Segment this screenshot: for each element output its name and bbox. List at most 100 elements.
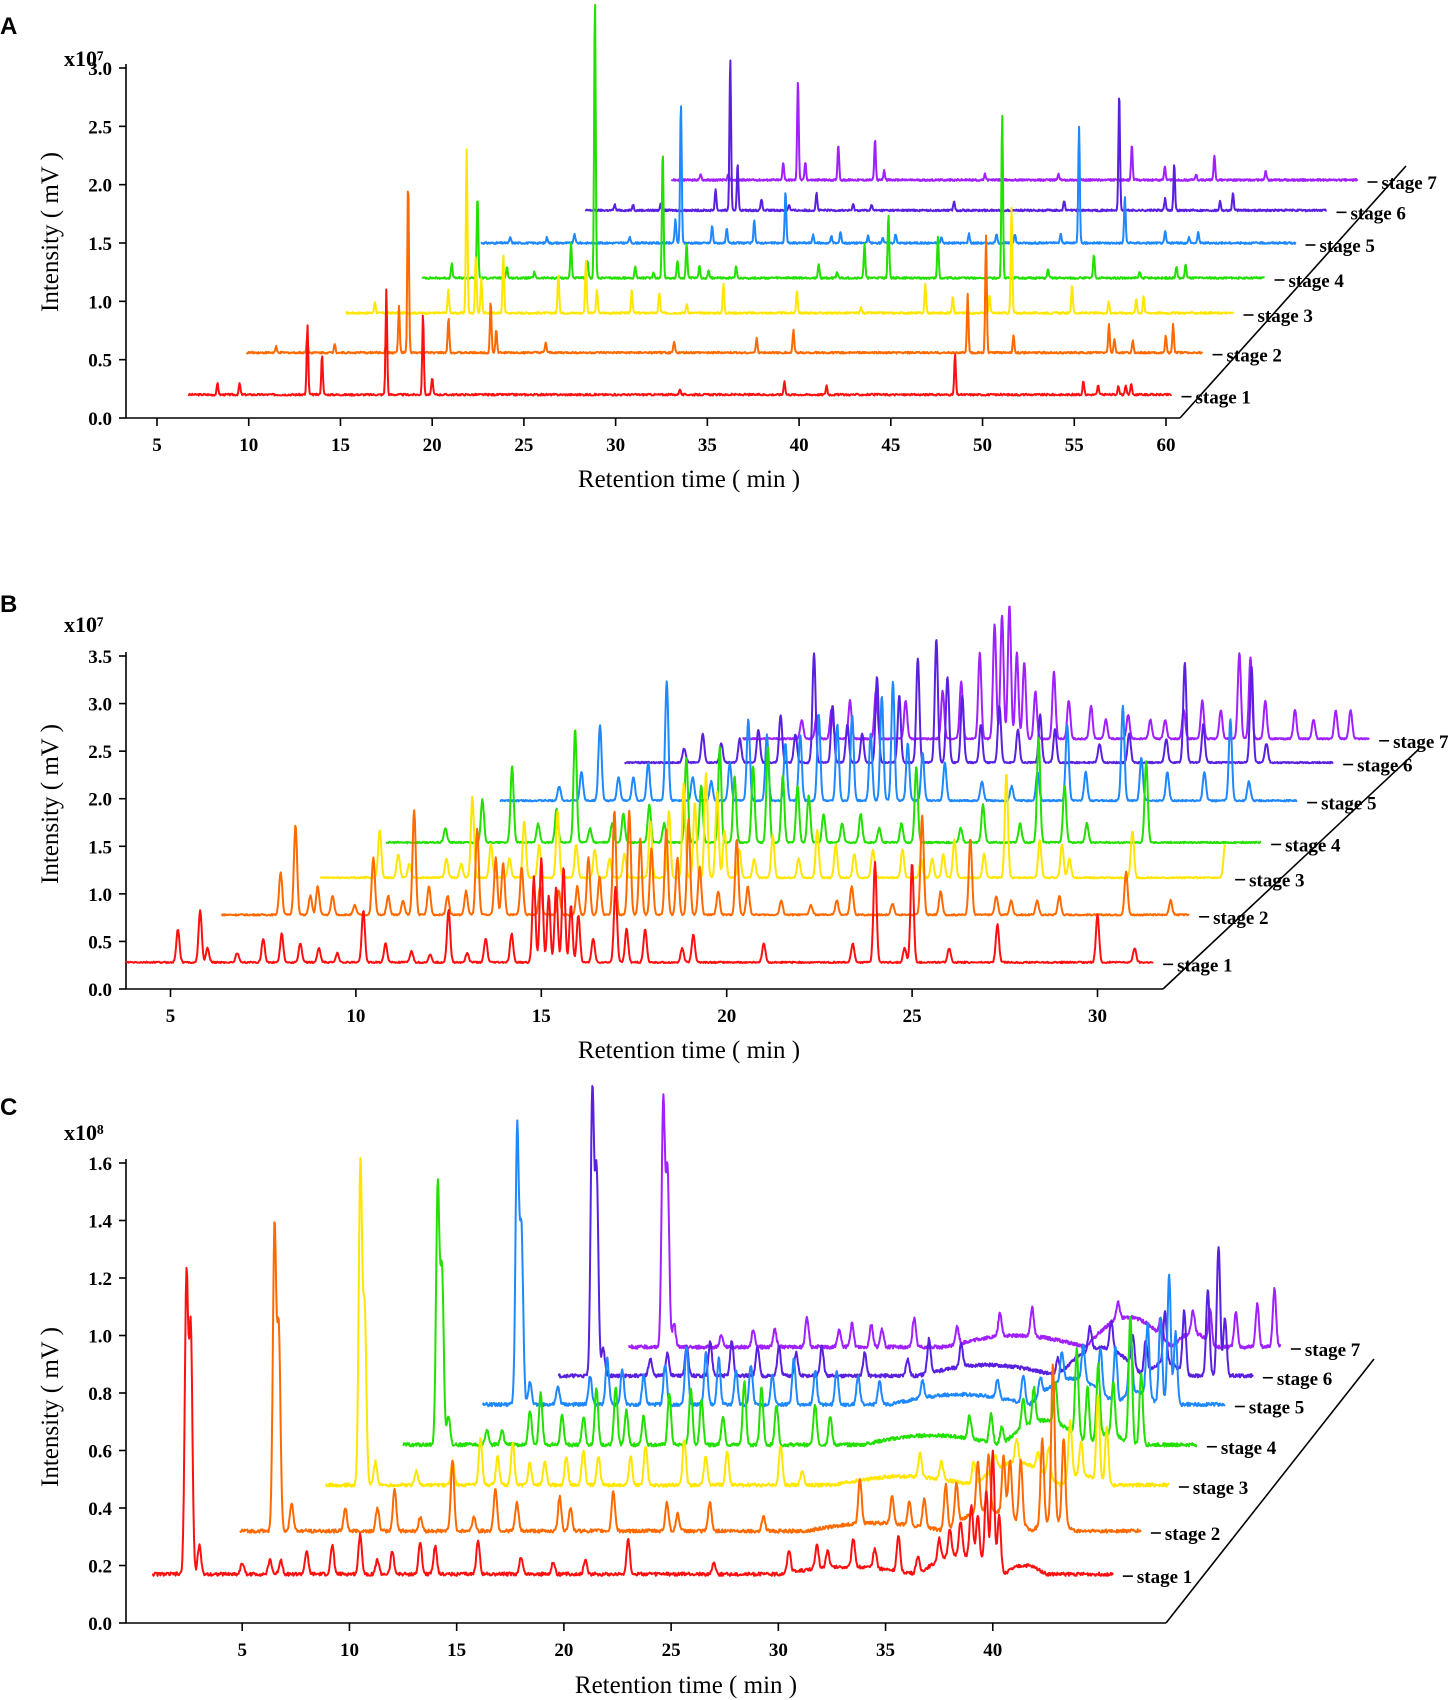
x-tick-label: 20 [423, 435, 442, 456]
y-tick-label: 0.6 [88, 1442, 112, 1463]
stage-label: stage 2 [1213, 908, 1268, 929]
x-tick-label: 5 [152, 435, 162, 456]
x-tick-label: 5 [237, 1640, 247, 1661]
stage-label: stage 2 [1227, 346, 1282, 367]
scale-label: x10⁷ [64, 46, 104, 71]
x-axis-title: Retention time ( min ) [578, 466, 800, 493]
stage-label: stage 1 [1177, 955, 1232, 976]
depth-axis-line [1179, 165, 1407, 419]
tick-layer: 0.0 0.5 1.0 1.5 2.0 2.5 3.0 3.5 5 10 15 20 25 30 [88, 647, 1420, 1027]
stage-label: stage 1 [1137, 1567, 1192, 1588]
trace-stage-3 [325, 1156, 1170, 1488]
x-tick-label: 25 [903, 1006, 922, 1027]
y-tick-label: 1.6 [88, 1154, 112, 1175]
y-tick-label: 2.5 [88, 117, 112, 138]
x-tick-label: 30 [1088, 1006, 1107, 1027]
y-tick-label: 0.2 [88, 1557, 112, 1578]
panel-letter: B [0, 591, 17, 618]
stage-label: stage 4 [1221, 1438, 1277, 1459]
x-tick-label: 35 [698, 435, 717, 456]
trace-stage-2 [245, 190, 1204, 355]
x-tick-label: 10 [346, 1006, 365, 1027]
tick-layer: 0.0 0.5 1.0 1.5 2.0 2.5 3.0 5 10 15 20 25 30 35 40 45 50… [88, 59, 1407, 456]
stage-label: stage 6 [1351, 203, 1406, 224]
x-tick-label: 50 [973, 435, 992, 456]
y-tick-label: 2.5 [88, 742, 112, 763]
trace-stage-6 [624, 639, 1334, 765]
x-tick-label: 40 [790, 435, 809, 456]
x-tick-label: 25 [662, 1640, 681, 1661]
y-tick-label: 0.0 [88, 409, 112, 430]
y-tick-label: 3.0 [88, 59, 112, 80]
x-axis-title: Retention time ( min ) [578, 1037, 800, 1064]
trace-stage-7 [670, 81, 1359, 182]
depth-axis-line [1165, 1358, 1375, 1624]
stage-label-layer: stage 7 stage 6 stage 5 stage 4 stage 3 stage… [1163, 732, 1449, 976]
panel-b: B x10⁷ Intensity ( mV ) Retention time (… [0, 591, 1449, 1064]
y-tick-label: 0.4 [88, 1499, 112, 1520]
y-axis-title: Intensity ( mV ) [37, 152, 64, 312]
y-tick-label: 3.5 [88, 647, 112, 668]
trace-stage-6 [584, 59, 1327, 213]
stage-label: stage 3 [1249, 871, 1304, 892]
trace-stage-4 [402, 1178, 1198, 1448]
stage-label-layer: stage 7 stage 6 stage 5 stage 4 stage 3 stage… [1181, 173, 1438, 409]
y-tick-label: 0.8 [88, 1384, 112, 1405]
panel-a: A x10⁷ Intensity ( mV ) Retention time (… [0, 4, 1438, 493]
y-tick-label: 0.0 [88, 980, 112, 1001]
y-tick-label: 1.4 [88, 1212, 112, 1233]
x-tick-label: 30 [769, 1640, 788, 1661]
stage-label-layer: stage 7 stage 6 stage 5 stage 4 stage 3 stage… [1122, 1340, 1361, 1588]
x-tick-label: 30 [606, 435, 625, 456]
stage-label: stage 1 [1196, 388, 1251, 409]
x-axis-title: Retention time ( min ) [575, 1672, 797, 1699]
y-tick-label: 0.5 [88, 351, 112, 372]
stage-label: stage 4 [1289, 271, 1345, 292]
trace-stage-5 [481, 1119, 1226, 1408]
scale-label: x10⁸ [64, 1120, 104, 1145]
trace-stage-2 [221, 809, 1190, 917]
trace-stage-3 [345, 148, 1235, 315]
x-tick-label: 15 [331, 435, 350, 456]
stage-label: stage 6 [1357, 756, 1412, 777]
stage-label: stage 5 [1320, 236, 1375, 257]
x-tick-label: 15 [447, 1640, 466, 1661]
stage-label: stage 7 [1305, 1340, 1361, 1361]
trace-layer [151, 1085, 1282, 1577]
y-tick-label: 1.0 [88, 292, 112, 313]
y-tick-label: 1.5 [88, 234, 112, 255]
x-tick-label: 35 [876, 1640, 895, 1661]
y-tick-label: 1.0 [88, 1327, 112, 1348]
y-axis-title: Intensity ( mV ) [37, 1327, 64, 1487]
y-tick-label: 0.5 [88, 932, 112, 953]
trace-stage-1 [187, 288, 1172, 397]
trace-stage-4 [385, 729, 1262, 845]
trace-stage-5 [499, 680, 1298, 803]
panel-c: C x10⁸ Intensity ( mV ) Retention time (… [0, 1085, 1375, 1699]
x-tick-label: 10 [340, 1640, 359, 1661]
x-tick-label: 40 [983, 1640, 1002, 1661]
x-tick-label: 15 [532, 1006, 551, 1027]
trace-stage-3 [319, 772, 1227, 880]
x-tick-label: 25 [514, 435, 533, 456]
trace-layer [125, 605, 1370, 965]
x-tick-label: 20 [554, 1640, 573, 1661]
stage-label: stage 7 [1382, 173, 1438, 194]
depth-axis-line [1162, 748, 1420, 990]
stage-label: stage 3 [1258, 306, 1313, 327]
trace-stage-1 [151, 1266, 1114, 1577]
y-tick-label: 1.0 [88, 885, 112, 906]
trace-stage-7 [741, 605, 1370, 741]
y-tick-label: 2.0 [88, 176, 112, 197]
x-tick-label: 5 [166, 1006, 176, 1027]
trace-stage-1 [125, 857, 1154, 965]
stage-label: stage 3 [1193, 1478, 1248, 1499]
x-tick-label: 60 [1157, 435, 1176, 456]
y-tick-label: 1.5 [88, 837, 112, 858]
stage-label: stage 5 [1249, 1398, 1304, 1419]
panel-letter: A [0, 13, 17, 40]
y-tick-label: 0.0 [88, 1614, 112, 1635]
y-axis-title: Intensity ( mV ) [37, 724, 64, 884]
stage-label: stage 7 [1393, 732, 1449, 753]
